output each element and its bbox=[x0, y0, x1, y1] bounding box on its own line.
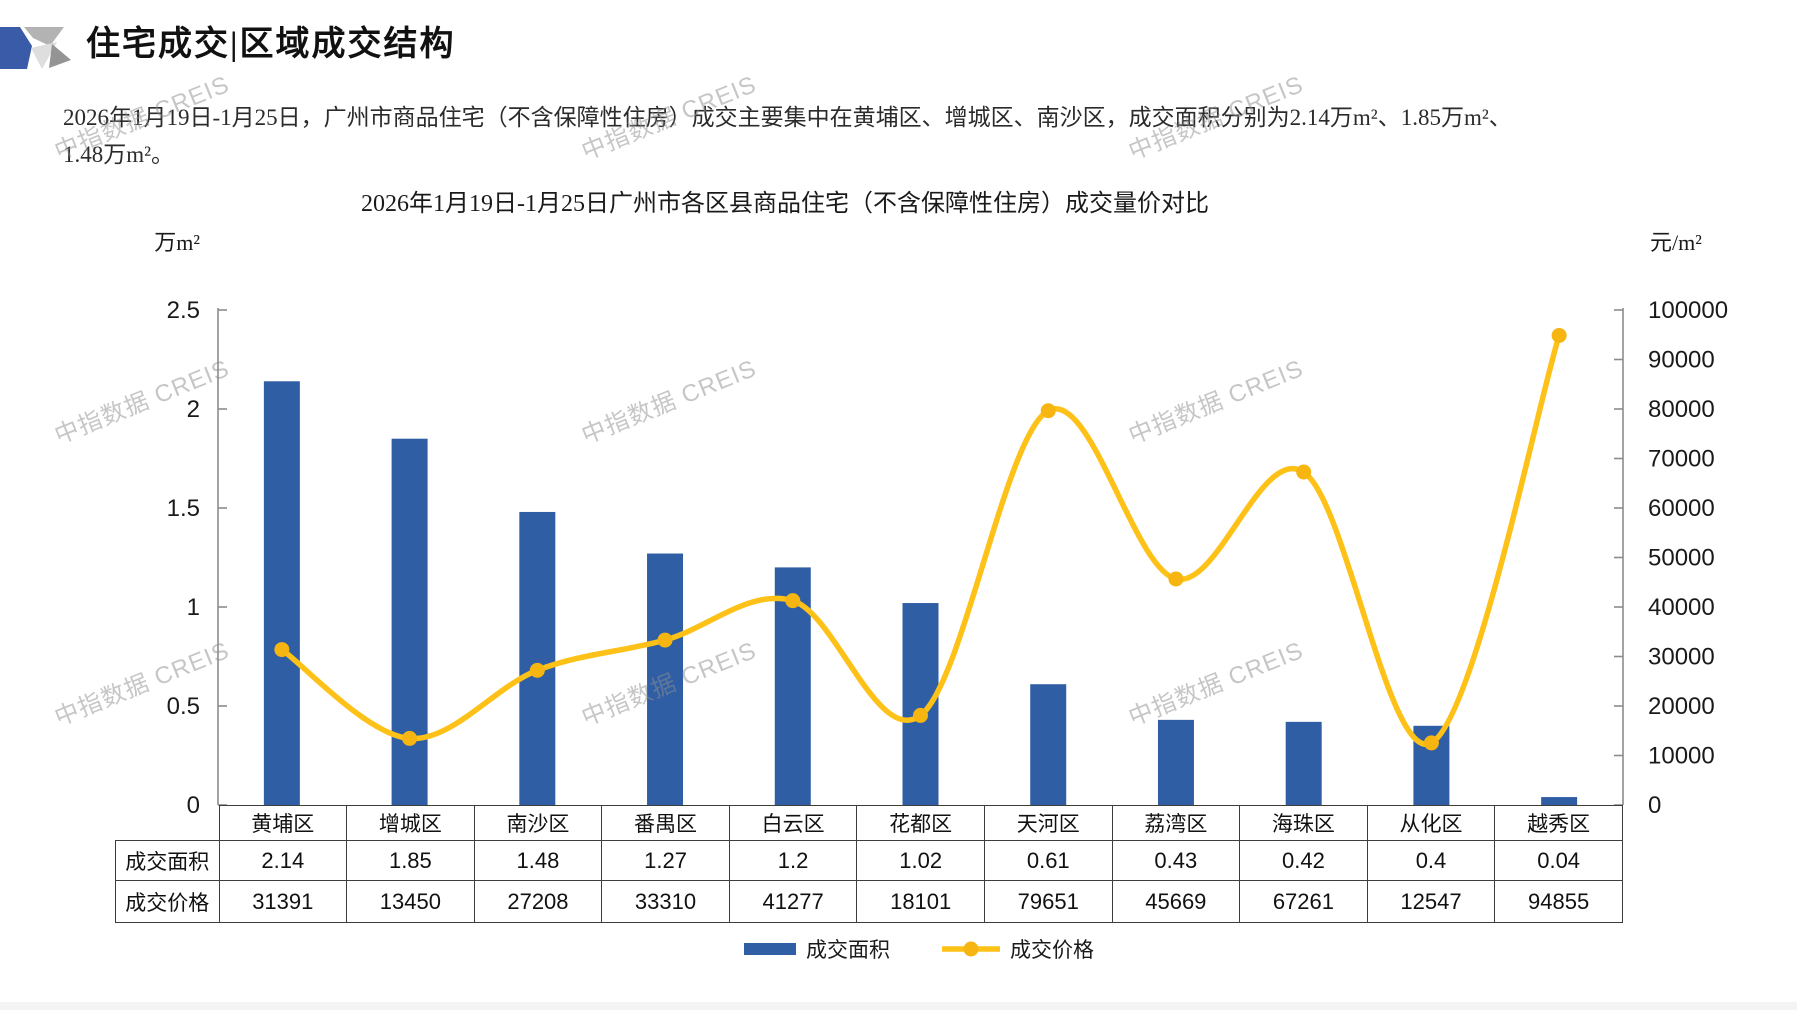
table-cell-海珠区: 67261 bbox=[1239, 880, 1368, 923]
table-header-番禺区: 番禺区 bbox=[601, 805, 730, 841]
price-marker-从化区 bbox=[1423, 735, 1439, 751]
table-cell-花都区: 1.02 bbox=[856, 840, 985, 881]
bar-增城区 bbox=[391, 438, 428, 805]
bar-南沙区 bbox=[519, 511, 556, 805]
left-axis-tick-label: 2.5 bbox=[167, 297, 200, 324]
chart-title: 2026年1月19日-1月25日广州市各区县商品住宅（不含保障性住房）成交量价对… bbox=[361, 191, 1209, 217]
price-marker-白云区 bbox=[785, 593, 801, 609]
table-cell-越秀区: 0.04 bbox=[1494, 840, 1623, 881]
table-cell-天河区: 79651 bbox=[983, 880, 1113, 923]
table-row-label: 成交面积 bbox=[115, 840, 220, 881]
table-cell-南沙区: 27208 bbox=[473, 880, 603, 923]
price-marker-增城区 bbox=[402, 730, 418, 746]
right-axis-tick-label: 0 bbox=[1648, 792, 1661, 819]
right-axis-tick-label: 100000 bbox=[1648, 297, 1728, 324]
table-header-增城区: 增城区 bbox=[346, 805, 475, 841]
table-header-越秀区: 越秀区 bbox=[1494, 805, 1623, 841]
left-axis-tick-label: 2 bbox=[187, 396, 200, 423]
table-header-荔湾区: 荔湾区 bbox=[1111, 805, 1241, 841]
legend-bar-swatch-icon bbox=[744, 943, 796, 955]
chart-legend: 成交面积 成交价格 bbox=[215, 931, 1623, 967]
price-marker-黄埔区 bbox=[274, 642, 290, 658]
table-cell-白云区: 1.2 bbox=[728, 840, 858, 881]
right-axis-tick-label: 60000 bbox=[1648, 495, 1715, 522]
price-marker-天河区 bbox=[1040, 403, 1056, 419]
table-cell-番禺区: 33310 bbox=[601, 880, 730, 923]
table-cell-海珠区: 0.42 bbox=[1239, 840, 1368, 881]
table-header-黄埔区: 黄埔区 bbox=[218, 805, 348, 841]
page-title: 住宅成交|区域成交结构 bbox=[86, 26, 456, 63]
bar-番禺区 bbox=[647, 553, 684, 805]
table-cell-天河区: 0.61 bbox=[983, 840, 1113, 881]
table-header-天河区: 天河区 bbox=[983, 805, 1113, 841]
table-cell-白云区: 41277 bbox=[728, 880, 858, 923]
left-axis-tick-label: 0.5 bbox=[167, 693, 200, 720]
price-marker-海珠区 bbox=[1296, 464, 1312, 480]
table-cell-增城区: 1.85 bbox=[346, 840, 475, 881]
table-cell-番禺区: 1.27 bbox=[601, 840, 730, 881]
right-axis-unit: 元/m² bbox=[1650, 230, 1702, 255]
right-axis-tick-label: 70000 bbox=[1648, 446, 1715, 473]
creis-logo-icon bbox=[0, 27, 71, 69]
right-axis-tick-label: 40000 bbox=[1648, 594, 1715, 621]
price-marker-越秀区 bbox=[1551, 327, 1567, 343]
bar-天河区 bbox=[1030, 684, 1067, 805]
bar-黄埔区 bbox=[263, 381, 300, 805]
legend-line-swatch-icon bbox=[942, 941, 1000, 957]
price-marker-番禺区 bbox=[657, 632, 673, 648]
table-cell-黄埔区: 31391 bbox=[218, 880, 348, 923]
table-cell-从化区: 12547 bbox=[1366, 880, 1496, 923]
price-marker-花都区 bbox=[913, 707, 928, 723]
legend-label: 成交价格 bbox=[1010, 938, 1094, 962]
table-corner-cell bbox=[115, 805, 220, 841]
legend-label: 成交面积 bbox=[806, 938, 890, 962]
table-row-label: 成交价格 bbox=[115, 880, 220, 923]
table-cell-南沙区: 1.48 bbox=[473, 840, 603, 881]
table-cell-荔湾区: 0.43 bbox=[1111, 840, 1241, 881]
left-axis-tick-label: 1 bbox=[187, 594, 200, 621]
table-cell-花都区: 18101 bbox=[856, 880, 985, 923]
table-cell-增城区: 13450 bbox=[346, 880, 475, 923]
bar-越秀区 bbox=[1541, 797, 1578, 805]
table-header-南沙区: 南沙区 bbox=[473, 805, 603, 841]
price-marker-荔湾区 bbox=[1168, 571, 1184, 587]
legend-item-成交价格: 成交价格 bbox=[942, 934, 1094, 964]
bar-荔湾区 bbox=[1157, 719, 1194, 805]
left-axis-tick-label: 1.5 bbox=[167, 495, 200, 522]
table-header-从化区: 从化区 bbox=[1366, 805, 1496, 841]
table-cell-荔湾区: 45669 bbox=[1111, 880, 1241, 923]
table-cell-黄埔区: 2.14 bbox=[218, 840, 348, 881]
right-axis-tick-label: 20000 bbox=[1648, 693, 1715, 720]
summary-text: 2026年1月19日-1月25日，广州市商品住宅（不含保障性住房）成交主要集中在… bbox=[63, 105, 1512, 167]
right-axis-tick-label: 10000 bbox=[1648, 743, 1715, 770]
bar-海珠区 bbox=[1285, 721, 1322, 805]
table-header-白云区: 白云区 bbox=[728, 805, 858, 841]
right-axis-tick-label: 80000 bbox=[1648, 396, 1715, 423]
bottom-strip bbox=[0, 1002, 1797, 1010]
data-table: 黄埔区 增城区 南沙区 番禺区 白云区 花都区 天河区 荔湾区 海珠区 从化区 越秀区成交面积 2.1… bbox=[115, 805, 1623, 923]
right-axis-tick-label: 90000 bbox=[1648, 347, 1715, 374]
legend-item-成交面积: 成交面积 bbox=[744, 934, 890, 964]
price-marker-南沙区 bbox=[529, 662, 545, 678]
right-axis-tick-label: 30000 bbox=[1648, 644, 1715, 671]
table-header-花都区: 花都区 bbox=[856, 805, 985, 841]
table-header-海珠区: 海珠区 bbox=[1239, 805, 1368, 841]
table-cell-越秀区: 94855 bbox=[1494, 880, 1623, 923]
left-axis-unit: 万m² bbox=[154, 230, 200, 255]
right-axis-tick-label: 50000 bbox=[1648, 545, 1715, 572]
table-cell-从化区: 0.4 bbox=[1366, 840, 1496, 881]
